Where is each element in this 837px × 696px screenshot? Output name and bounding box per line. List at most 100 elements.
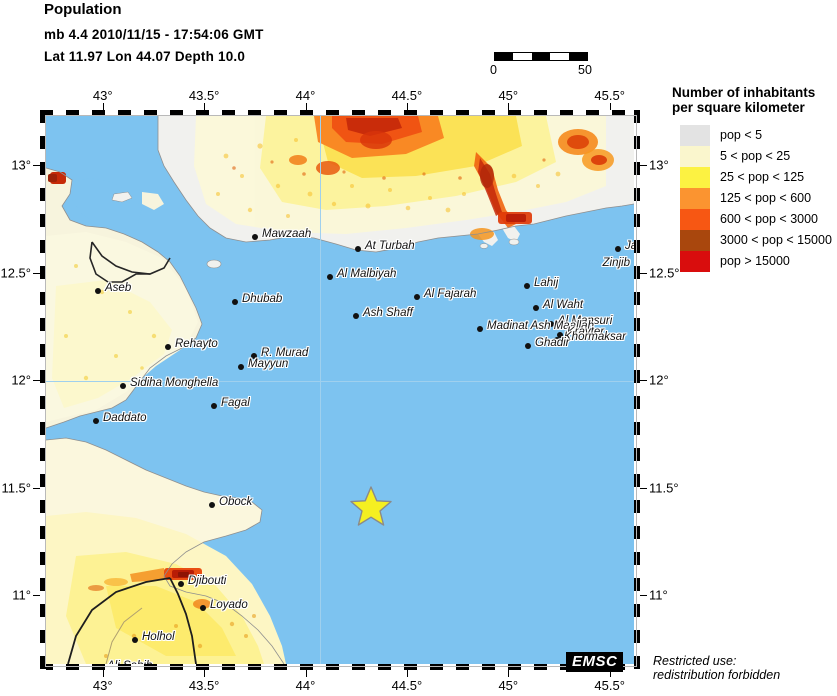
lon-tick-label-top: 44.5° <box>391 88 423 103</box>
lon-tick-bottom <box>609 670 611 677</box>
city-label: Holhol <box>142 631 175 643</box>
city-label: Al Fajarah <box>424 288 477 300</box>
city-dot-icon <box>238 364 244 370</box>
scale-bar <box>494 52 588 61</box>
city-label: Mayyun <box>248 358 289 370</box>
city-label: Ali Sabih <box>107 660 152 664</box>
emsc-logo: EMSC <box>566 652 624 672</box>
lon-tick-bottom <box>305 670 307 677</box>
city-label: Lahij <box>534 277 559 289</box>
city-dot-icon <box>533 305 539 311</box>
city-dot-icon <box>165 344 171 350</box>
city-label: Loyado <box>210 599 248 611</box>
map-frame <box>40 110 640 670</box>
event-magnitude-time: mb 4.4 2010/11/15 - 17:54:06 GMT <box>44 27 264 42</box>
city-label: Rehayto <box>175 338 218 350</box>
lat-tick-right <box>640 165 647 167</box>
city-dot-icon <box>554 337 560 343</box>
city-label: Mawzaah <box>262 228 312 240</box>
lon-tick-label-bottom: 45.5° <box>594 678 625 693</box>
lon-tick-top <box>305 103 307 110</box>
legend-label-5: 3000 < pop < 15000 <box>720 233 832 247</box>
city-dot-icon <box>524 283 530 289</box>
lon-tick-top <box>609 103 611 110</box>
city-dot-icon <box>211 403 217 409</box>
legend-label-list: pop < 5 5 < pop < 25 25 < pop < 125 125 < p… <box>720 125 837 272</box>
header: Population mb 4.4 2010/11/15 - 17:54:06 … <box>44 0 644 64</box>
city-label: Zinjib <box>602 257 630 269</box>
lat-tick-left <box>33 595 40 597</box>
legend-swatch-6 <box>680 251 710 272</box>
city-dot-icon <box>353 313 359 319</box>
lat-tick-label-right: 11.5° <box>649 480 679 496</box>
lon-tick-top <box>508 103 510 110</box>
scale-segment <box>568 53 588 60</box>
scale-segment <box>495 53 514 60</box>
city-label: Jaar <box>625 240 634 252</box>
city-label: Daddato <box>103 412 147 424</box>
graticule-lon-44 <box>320 116 321 664</box>
city-label: Khormaksar <box>564 331 626 343</box>
lon-tick-bottom <box>508 670 510 677</box>
city-dot-icon <box>252 234 258 240</box>
city-label: Al Waht <box>543 299 584 311</box>
lat-tick-left <box>33 165 40 167</box>
lat-tick-label-left: 12.5° <box>0 265 31 281</box>
lon-tick-bottom <box>102 670 104 677</box>
city-label: Fagal <box>221 397 250 409</box>
lon-tick-label-top: 43° <box>92 88 113 103</box>
map-border-top <box>40 110 640 116</box>
lat-tick-label-left: 11.5° <box>1 480 31 496</box>
city-label: Dhubab <box>242 293 283 305</box>
lat-tick-left <box>33 380 40 382</box>
lat-tick-right <box>640 487 647 489</box>
city-label: Al Malbiyah <box>337 268 397 280</box>
city-dot-icon <box>557 332 563 338</box>
lon-tick-bottom <box>204 670 206 677</box>
city-label: Djibouti <box>188 575 227 587</box>
lat-tick-label-right: 12.5° <box>649 265 680 281</box>
epicenter-star-marker[interactable] <box>349 485 393 527</box>
city-label: R. Murad <box>261 347 309 359</box>
map-border-bottom <box>40 664 640 670</box>
lon-tick-top <box>204 103 206 110</box>
map-inner-line <box>45 115 637 667</box>
scale-segment <box>550 53 569 60</box>
legend-label-4: 600 < pop < 3000 <box>720 212 819 226</box>
city-dot-icon <box>615 246 621 252</box>
city-label: Al Mansuri <box>558 315 613 327</box>
lat-tick-right <box>640 380 647 382</box>
scale-segment <box>531 53 551 60</box>
restricted-line1: Restricted use: <box>653 654 737 668</box>
legend-swatch-0 <box>680 125 710 146</box>
legend-swatch-5 <box>680 230 710 251</box>
legend-swatch-1 <box>680 146 710 167</box>
city-dot-icon <box>355 246 361 252</box>
legend-swatch-2 <box>680 167 710 188</box>
lat-tick-left <box>33 272 40 274</box>
city-dot-icon <box>477 326 483 332</box>
city-dot-icon <box>232 299 238 305</box>
map-graphics <box>46 116 634 664</box>
lon-tick-label-bottom: 43° <box>92 678 113 693</box>
city-label: Krayter <box>567 326 605 338</box>
city-label: At Turbah <box>365 240 415 252</box>
city-dot-icon <box>200 605 206 611</box>
city-dot-icon <box>209 502 215 508</box>
map-container[interactable]: Mawzaah At Turbah Al Malbiyah Dhubab Ash Sha… <box>40 110 640 670</box>
map-border-left <box>40 110 46 670</box>
city-label: Obock <box>219 496 253 508</box>
map-canvas[interactable]: Mawzaah At Turbah Al Malbiyah Dhubab Ash Sha… <box>46 116 634 664</box>
lat-tick-label-left: 12° <box>11 372 31 388</box>
city-dot-icon <box>95 288 101 294</box>
legend-label-3: 125 < pop < 600 <box>720 191 812 205</box>
lat-tick-right <box>640 272 647 274</box>
city-label: Ash Shaff <box>363 307 413 319</box>
restricted-line2: redistribution forbidden <box>653 668 781 682</box>
lon-tick-label-bottom: 44° <box>295 678 316 693</box>
lat-tick-left <box>33 487 40 489</box>
restricted-use-notice: Restricted use: redistribution forbidden <box>653 654 780 682</box>
city-dot-icon <box>525 343 531 349</box>
legend-swatch-3 <box>680 188 710 209</box>
city-dot-icon <box>251 353 257 359</box>
